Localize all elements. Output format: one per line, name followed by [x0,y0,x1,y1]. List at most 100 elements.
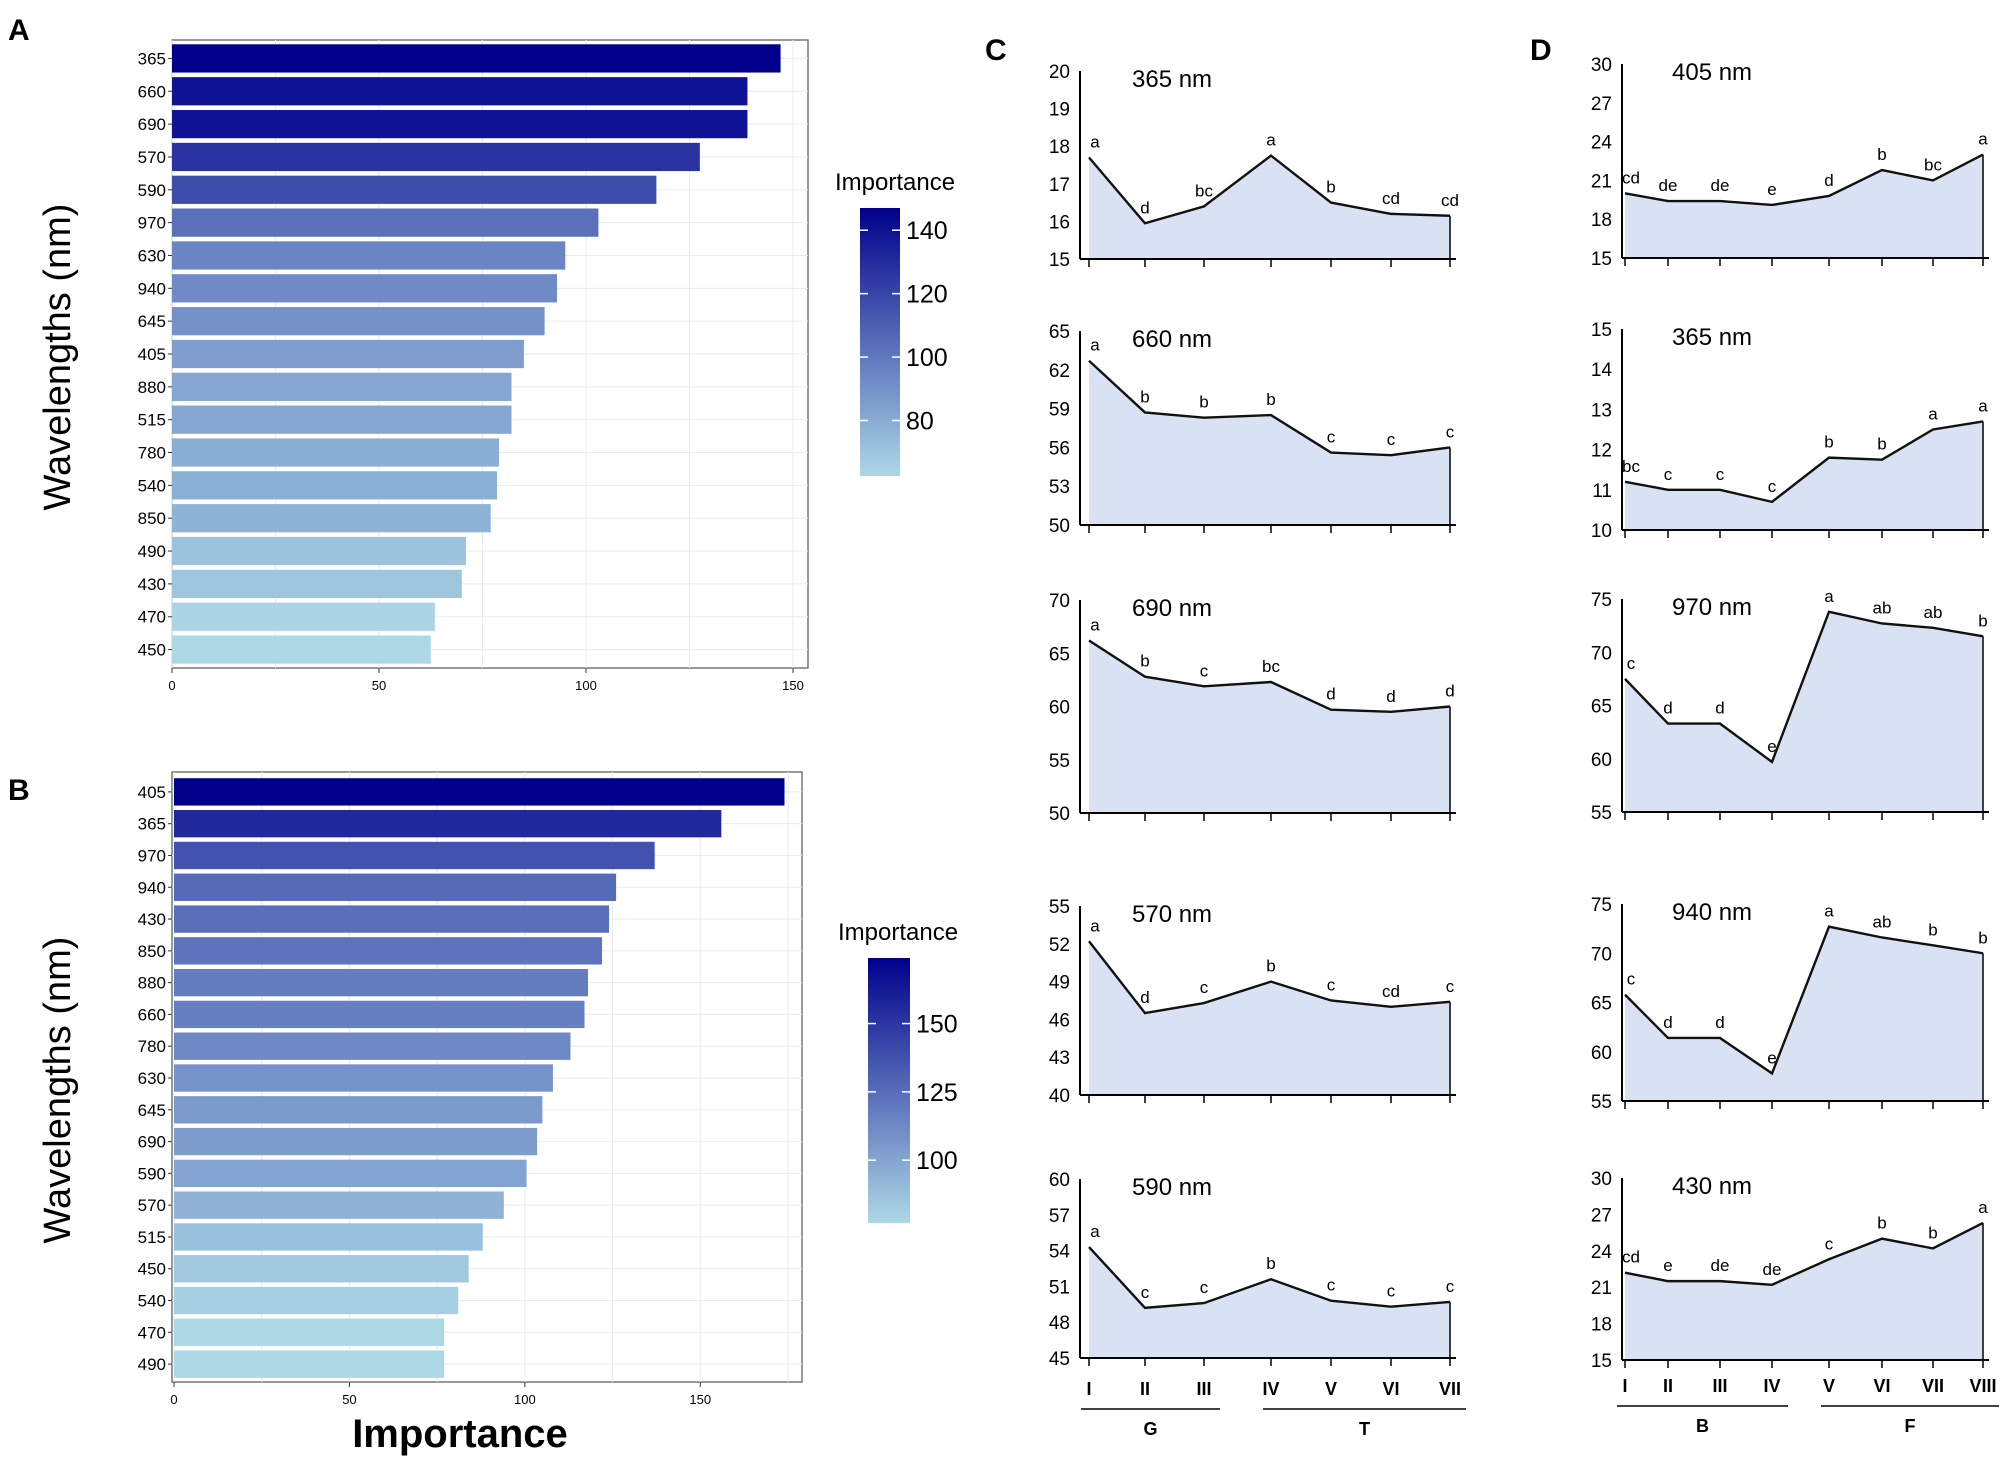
subplot-title: 430 nm [1672,1173,1752,1200]
bar-450 [172,635,431,664]
x-category-label: III [1196,1379,1211,1399]
bar-470 [172,602,435,631]
significance-letter: e [1663,1256,1672,1275]
series-line [1088,1246,1451,1310]
ytick-label: 53 [1049,477,1070,498]
significance-letter: bc [1924,155,1942,174]
significance-letter: d [1715,699,1724,718]
ytick-label: 60 [1049,1170,1070,1191]
significance-letter: c [1327,428,1336,447]
x-category-label: II [1663,1376,1673,1396]
area-fill [1625,154,1983,258]
ytick-label: 490 [138,1355,166,1374]
ytick-label: 48 [1049,1313,1070,1334]
series-line [1624,153,1984,207]
significance-letter: d [1824,171,1833,190]
significance-letter: a [1824,902,1834,921]
subplot-660-nm: 65 62 59 56 53 50 660 nm a b b b c c c [1049,322,1456,537]
panel-label-a: A [8,14,30,47]
significance-letter: c [1387,1282,1396,1301]
subplot-title: 405 nm [1672,59,1752,86]
subplot-570-nm: 55 52 49 46 43 40 570 nm a d c b c cd c [1049,897,1456,1107]
ytick-label: 27 [1591,1205,1612,1226]
xtick-label: 50 [342,1392,356,1407]
area-fill [1089,155,1450,259]
significance-letter: b [1140,652,1149,671]
bar-690 [172,109,748,139]
ytick-label: 970 [138,214,166,233]
bar-880 [174,968,589,997]
subplot-title: 690 nm [1132,595,1212,622]
bar-645 [174,1096,543,1124]
ytick-label: 57 [1049,1206,1070,1227]
significance-letter: a [1928,405,1938,424]
ytick-label: 590 [138,181,166,200]
x-category-label: VI [1873,1376,1890,1396]
x-category-label: V [1325,1379,1337,1399]
bar-780 [172,438,500,467]
bar-850 [174,937,603,965]
panel-label-b: B [8,774,30,807]
bar-630 [172,241,566,270]
bar-405 [174,778,785,806]
significance-letter: de [1659,176,1678,195]
ytick-label: 630 [138,1069,166,1088]
bar-515 [174,1223,483,1251]
ytick-label: 570 [138,148,166,167]
ytick-label: 24 [1591,1242,1613,1263]
ytick-label: 65 [1049,644,1070,665]
significance-letter: a [1090,132,1100,151]
ytick-label: 21 [1591,171,1612,192]
ytick-label: 540 [138,1292,166,1311]
x-category-label: IV [1262,1379,1279,1399]
significance-letter: bc [1622,457,1640,476]
ytick-label: 11 [1592,481,1612,502]
ytick-label: 60 [1591,1043,1612,1064]
ytick-label: 15 [1591,249,1612,270]
bar-630 [174,1064,553,1092]
subplot-title: 940 nm [1672,899,1752,926]
ytick-label: 570 [138,1196,166,1215]
group-label: B [1696,1416,1709,1436]
significance-letter: b [1326,178,1335,197]
ytick-label: 850 [138,942,166,961]
ytick-label: 405 [138,783,166,802]
significance-letter: b [1824,433,1833,452]
ytick-label: 490 [138,542,166,561]
significance-letter: d [1663,699,1672,718]
x-category-label: I [1086,1379,1091,1399]
ytick-label: 65 [1591,994,1612,1015]
area-fill [1089,640,1450,813]
subplot-title: 590 nm [1132,1174,1212,1201]
bar-515 [172,405,512,434]
x-category-label: III [1712,1376,1727,1396]
series-line [1088,940,1451,1015]
ytick-label: 16 [1049,212,1070,233]
bar-490 [172,536,466,566]
significance-letter: b [1877,1214,1886,1233]
ytick-label: 660 [138,82,166,101]
ytick-label: 17 [1049,175,1070,196]
significance-letter: b [1199,393,1208,412]
significance-letter: ab [1873,598,1892,617]
ytick-label: 50 [1049,516,1070,537]
x-category-label: V [1823,1376,1835,1396]
subplot-title: 365 nm [1132,66,1212,93]
ytick-label: 14 [1591,360,1613,381]
ytick-label: 645 [138,1101,166,1120]
ytick-label: 20 [1049,62,1070,83]
ytick-label: 780 [138,1037,166,1056]
significance-letter: b [1140,387,1149,406]
ytick-label: 51 [1049,1277,1070,1298]
significance-letter: e [1767,737,1776,756]
ytick-label: 850 [138,509,166,528]
bar-970 [172,208,599,237]
significance-letter: c [1387,430,1396,449]
area-fill [1089,360,1450,525]
ytick-label: 55 [1591,803,1612,824]
significance-letter: cd [1441,191,1459,210]
significance-letter: b [1928,1223,1937,1242]
panel-b-xlabel: Importance [352,1412,568,1456]
significance-letter: d [1715,1013,1724,1032]
bar-850 [172,504,491,533]
